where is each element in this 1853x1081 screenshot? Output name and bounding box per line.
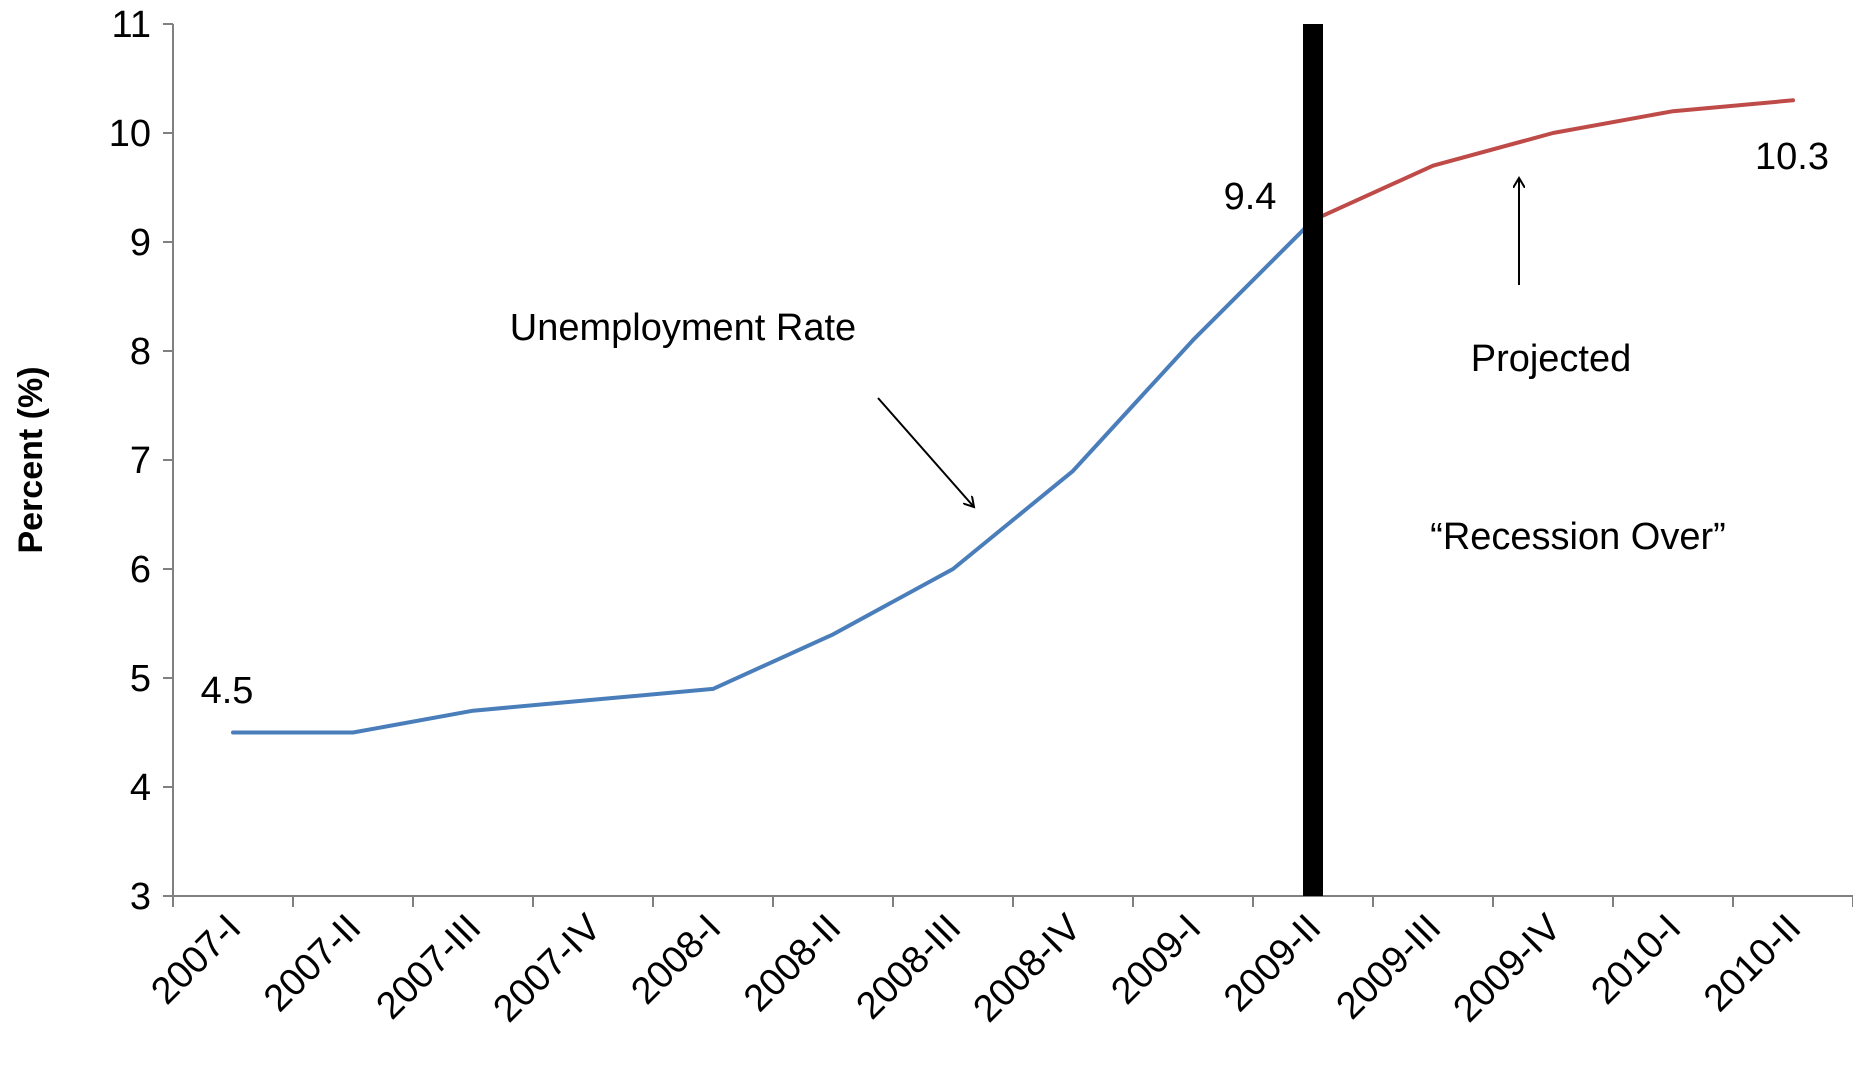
y-axis-ticks: 3 4 5 6 7 8 9 10 11 — [109, 4, 173, 918]
series-name-annotation: Unemployment Rate — [510, 307, 856, 349]
x-tick-label: 2007-IV — [486, 906, 610, 1030]
end-value-label: 10.3 — [1755, 136, 1829, 178]
y-tick-label: 5 — [130, 658, 151, 700]
x-tick-label: 2007-II — [256, 907, 369, 1020]
x-tick-label: 2008-I — [623, 907, 729, 1013]
recession-over-annotation: “Recession Over” — [1430, 516, 1726, 558]
x-tick-label: 2007-III — [369, 907, 490, 1028]
x-tick-label: 2009-I — [1103, 907, 1209, 1013]
y-tick-label: 4 — [130, 767, 151, 809]
actual-rate-line — [231, 218, 1315, 735]
recession-end-marker-line — [1303, 24, 1323, 896]
y-tick-label: 3 — [130, 876, 151, 918]
x-tick-label: 2008-II — [736, 907, 849, 1020]
x-tick-label: 2009-IV — [1446, 906, 1570, 1030]
y-tick-label: 6 — [130, 549, 151, 591]
y-tick-label: 10 — [109, 113, 151, 155]
x-tick-label: 2009-III — [1329, 907, 1450, 1028]
projected-annotation: Projected — [1471, 338, 1632, 380]
x-tick-label: 2007-I — [143, 907, 249, 1013]
series-annotation-arrow — [877, 397, 974, 507]
y-axis-title: Percent (%) — [12, 366, 50, 553]
y-tick-label: 9 — [130, 222, 151, 264]
x-tick-label: 2010-II — [1696, 907, 1809, 1020]
x-tick-label: 2008-III — [849, 907, 970, 1028]
x-tick-label: 2008-IV — [966, 906, 1090, 1030]
start-value-label: 4.5 — [201, 670, 254, 712]
y-tick-label: 7 — [130, 440, 151, 482]
peak-value-label: 9.4 — [1224, 176, 1277, 218]
x-tick-label: 2009-II — [1216, 907, 1329, 1020]
projected-rate-line — [1311, 98, 1795, 223]
axes — [172, 24, 1853, 897]
y-tick-label: 11 — [112, 4, 151, 46]
marker-layer — [1303, 24, 1323, 896]
x-tick-label: 2010-I — [1583, 907, 1689, 1013]
y-tick-label: 8 — [130, 331, 151, 373]
series-layer — [231, 98, 1795, 735]
